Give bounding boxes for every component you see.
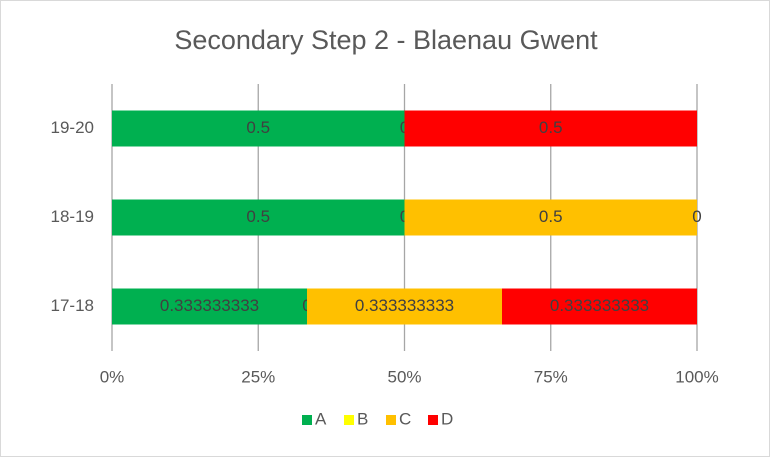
x-tick-label: 75%: [534, 367, 568, 386]
legend-swatch: [302, 415, 312, 425]
data-label: 0.333333333: [550, 296, 649, 315]
bar-segment: [112, 199, 405, 236]
data-label: 0.5: [539, 118, 563, 137]
bar-segment: [307, 288, 502, 325]
y-tick-label: 17-18: [51, 296, 94, 315]
data-label: 0.5: [246, 207, 270, 226]
y-tick-label: 18-19: [51, 207, 94, 226]
bar-segment: [502, 288, 697, 325]
legend-swatch: [344, 415, 354, 425]
legend-label: A: [315, 409, 327, 428]
data-label: 0.5: [539, 207, 563, 226]
legend-label: D: [441, 409, 453, 428]
data-label: 0: [692, 207, 701, 226]
legend-label: B: [357, 409, 368, 428]
x-tick-label: 100%: [675, 367, 718, 386]
chart-title: Secondary Step 2 - Blaenau Gwent: [174, 25, 598, 55]
bar-segment: [112, 288, 307, 325]
y-tick-label: 19-20: [51, 118, 94, 137]
data-label: 0.333333333: [160, 296, 259, 315]
legend-label: C: [399, 409, 411, 428]
legend-swatch: [428, 415, 438, 425]
x-tick-label: 0%: [100, 367, 125, 386]
legend-swatch: [386, 415, 396, 425]
data-label: 0.5: [246, 118, 270, 137]
x-tick-label: 50%: [387, 367, 421, 386]
data-label: 0.333333333: [355, 296, 454, 315]
bar-segment: [404, 110, 697, 147]
bar-segment: [404, 199, 697, 236]
x-tick-label: 25%: [241, 367, 275, 386]
bar-segment: [112, 110, 405, 147]
